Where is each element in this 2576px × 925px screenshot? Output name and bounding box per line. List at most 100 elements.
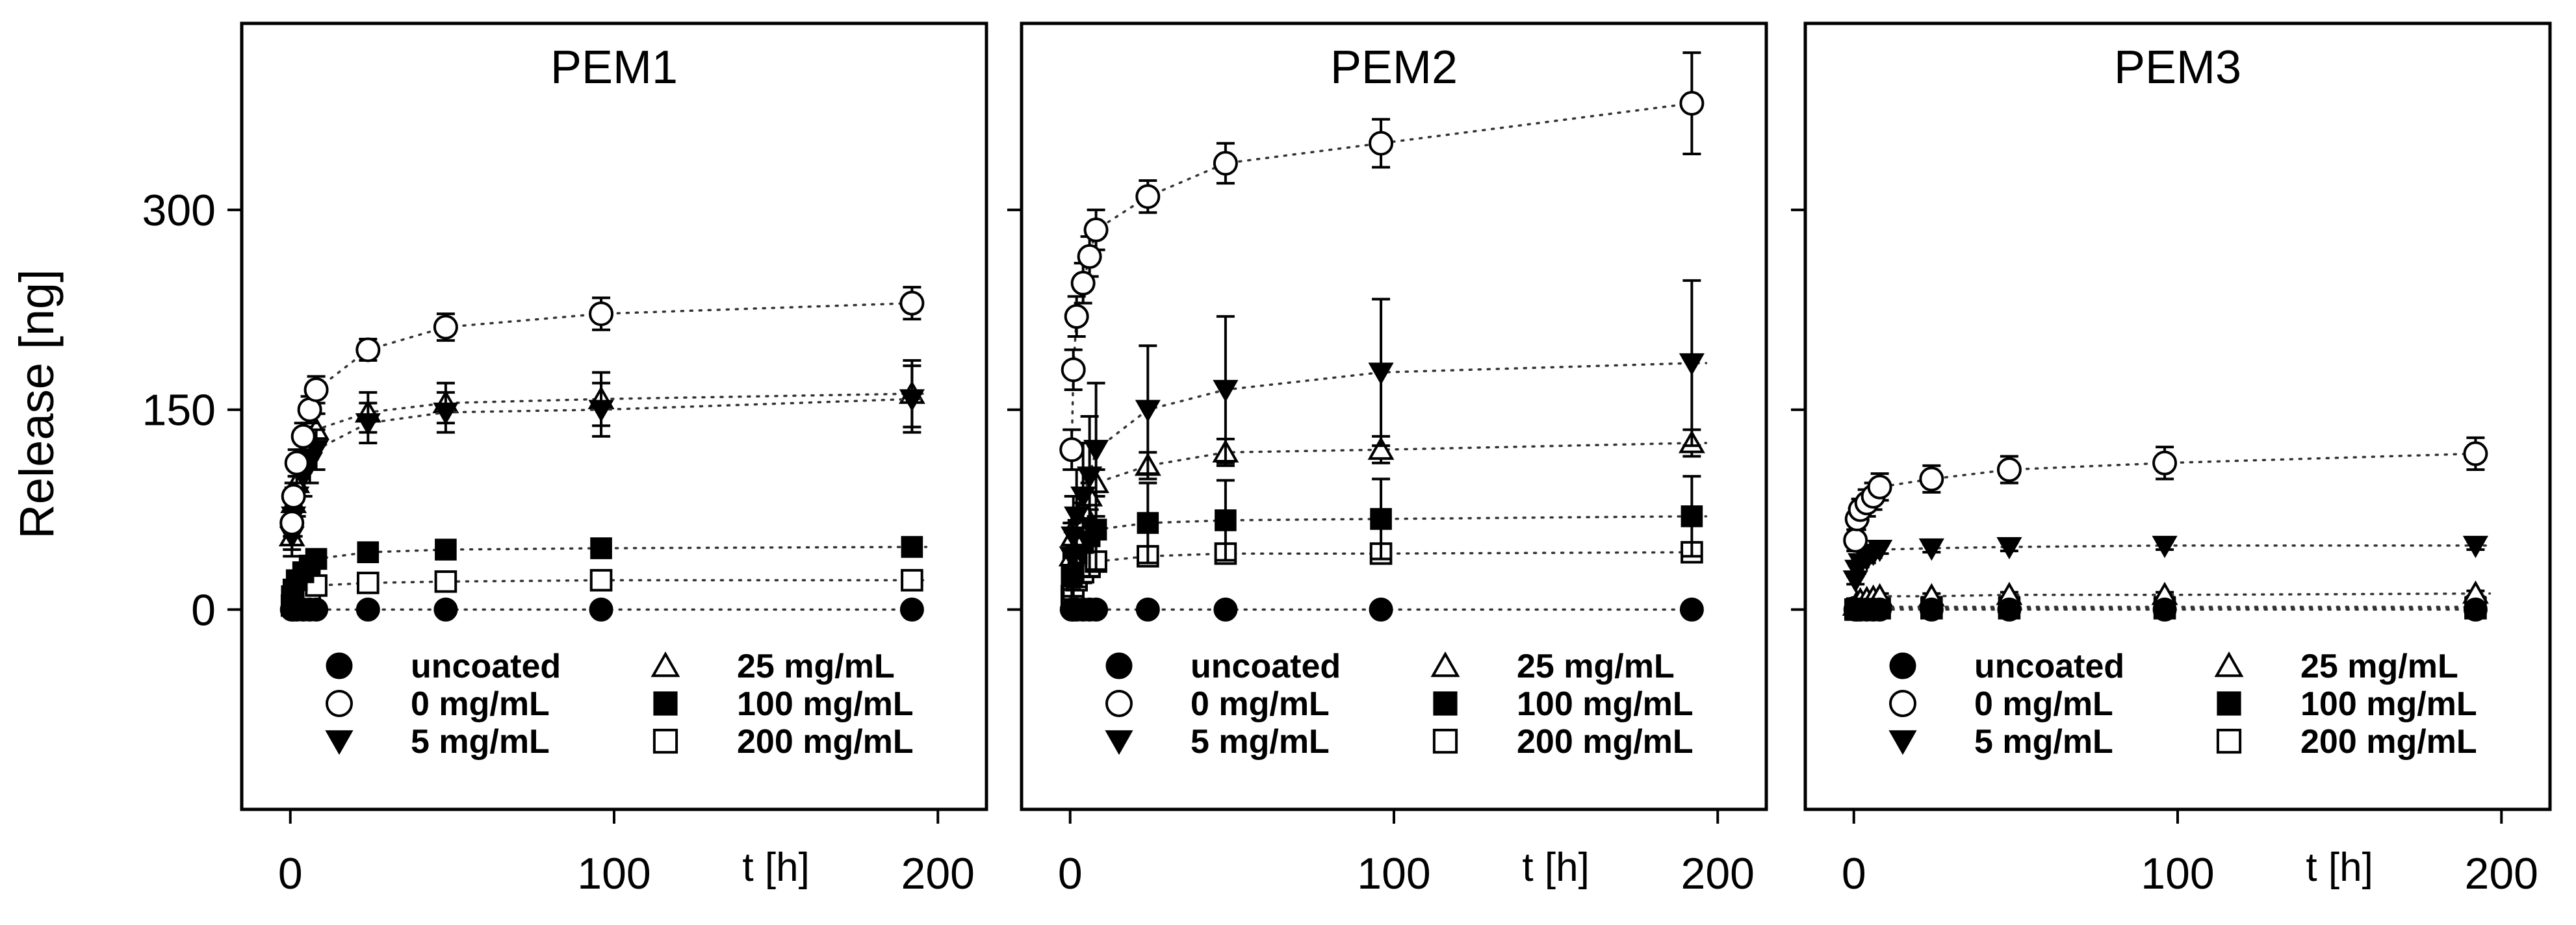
data-point xyxy=(1681,505,1703,527)
legend-label: 100 mg/mL xyxy=(2300,685,2477,723)
data-point xyxy=(290,424,316,449)
legend-label: uncoated xyxy=(411,648,561,685)
data-point xyxy=(1059,546,1085,569)
data-point xyxy=(1918,538,1944,561)
data-point xyxy=(433,402,459,425)
legend-marker xyxy=(1105,730,1133,755)
data-point xyxy=(589,301,614,327)
x-tick-label: 200 xyxy=(1681,849,1755,898)
legend-label: uncoated xyxy=(1974,648,2124,685)
x-axis-label: t [h] xyxy=(2306,845,2373,890)
data-point xyxy=(434,570,457,593)
data-point xyxy=(901,568,923,592)
fit-line xyxy=(290,398,928,538)
data-point xyxy=(1868,597,1892,622)
data-point xyxy=(1215,509,1237,531)
data-point xyxy=(284,450,309,475)
series-5-mg-ml xyxy=(1842,535,2492,593)
data-point xyxy=(1867,474,1892,500)
data-point xyxy=(1843,527,1868,553)
data-point xyxy=(1996,457,2022,483)
data-point xyxy=(1367,437,1395,460)
series-200-mg-ml xyxy=(1060,540,1708,608)
data-point xyxy=(899,389,925,412)
fit-line xyxy=(290,579,928,607)
x-tick-label: 100 xyxy=(1357,849,1430,898)
data-point xyxy=(1368,362,1394,385)
series-0-mg-ml xyxy=(279,286,928,538)
data-point xyxy=(589,597,613,622)
data-point xyxy=(1083,440,1109,463)
data-point xyxy=(1077,244,1102,269)
series-0-mg-ml xyxy=(1843,436,2492,553)
fit-line xyxy=(290,392,928,538)
legend-label: 5 mg/mL xyxy=(1974,723,2113,761)
legend-marker xyxy=(325,730,354,755)
legend-marker xyxy=(2217,691,2241,716)
data-point xyxy=(899,597,924,622)
data-point xyxy=(2462,535,2488,559)
legend-label: 100 mg/mL xyxy=(1517,685,1694,723)
legend-label: 200 mg/mL xyxy=(2300,723,2477,761)
data-point xyxy=(1061,357,1086,383)
y-tick-label: 0 xyxy=(191,585,216,635)
data-point xyxy=(1919,597,1944,622)
x-tick-label: 0 xyxy=(1058,849,1083,898)
fit-line xyxy=(1070,102,1708,451)
data-point xyxy=(1083,217,1109,242)
fit-line xyxy=(1070,442,1708,558)
legend-marker xyxy=(653,691,678,716)
series-100-mg-ml xyxy=(281,536,928,607)
data-point xyxy=(1369,597,1393,622)
data-point xyxy=(1370,508,1392,530)
data-point xyxy=(1064,506,1090,529)
legend-label: 0 mg/mL xyxy=(411,685,550,723)
x-tick-label: 0 xyxy=(1842,849,1866,898)
legend-marker xyxy=(1105,652,1133,679)
series-uncoated xyxy=(1843,597,2492,622)
data-point xyxy=(1919,466,1944,492)
data-point xyxy=(355,337,381,362)
data-point xyxy=(281,484,306,509)
x-tick-label: 200 xyxy=(2465,849,2538,898)
data-point xyxy=(588,399,614,422)
data-point xyxy=(1679,353,1705,376)
data-point xyxy=(1061,526,1087,549)
data-point xyxy=(1996,537,2022,560)
fit-line xyxy=(290,301,928,524)
legend-marker xyxy=(2216,728,2242,754)
data-point xyxy=(899,290,925,316)
fit-line xyxy=(1854,544,2492,582)
data-point xyxy=(1135,184,1161,209)
y-tick-label: 300 xyxy=(142,186,216,235)
y-tick-label: 150 xyxy=(142,386,216,435)
data-point xyxy=(433,597,458,622)
legend-label: 200 mg/mL xyxy=(1517,723,1694,761)
series-5-mg-ml xyxy=(1059,279,1708,591)
data-point xyxy=(279,511,305,536)
x-tick-label: 200 xyxy=(901,849,975,898)
data-point xyxy=(1679,597,1704,622)
legend-marker xyxy=(1889,652,1916,679)
series-25-mg-ml xyxy=(278,359,928,551)
data-point xyxy=(1070,270,1096,296)
data-point xyxy=(2152,450,2178,475)
series-0-mg-ml xyxy=(1059,51,1708,472)
legend-label: uncoated xyxy=(1191,648,1341,685)
data-point xyxy=(1213,597,1238,622)
panel-title: PEM2 xyxy=(1330,42,1458,94)
data-point xyxy=(1679,91,1705,116)
series-uncoated xyxy=(279,597,928,622)
data-point xyxy=(357,572,380,594)
legend-label: 25 mg/mL xyxy=(1517,648,1675,685)
data-point xyxy=(901,536,923,558)
x-tick-label: 100 xyxy=(2141,849,2214,898)
data-point xyxy=(589,568,613,592)
legend-marker xyxy=(1105,690,1133,717)
series-uncoated xyxy=(1059,597,1708,622)
data-point xyxy=(304,597,329,622)
data-point xyxy=(1867,539,1893,563)
